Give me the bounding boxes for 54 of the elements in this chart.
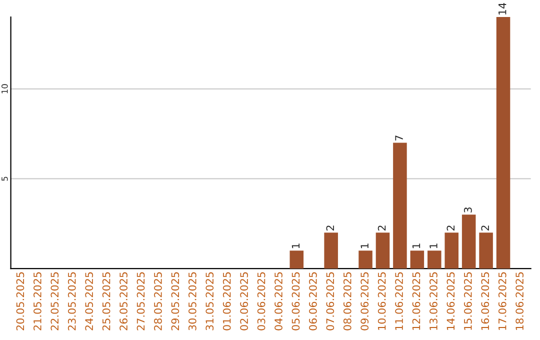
x-tick-label: 15.06.2025 [464,272,472,330]
bar [462,214,476,269]
x-tick-label: 24.05.2025 [85,272,94,330]
data-label: 1 [412,244,420,248]
x-tick-label: 02.06.2025 [240,272,248,330]
x-tick-label: 10.06.2025 [378,272,386,330]
x-tick-label: 14.06.2025 [446,272,455,330]
x-tick-label: 18.06.2025 [516,272,524,330]
bar [393,142,407,269]
data-label: 7 [395,136,403,141]
x-tick-label: 21.05.2025 [33,272,42,330]
data-label: 1 [430,244,438,248]
data-label: 2 [446,226,454,231]
x-tick-label: 01.06.2025 [222,272,231,330]
x-tick-label: 16.06.2025 [481,272,490,330]
x-tick-label: 12.06.2025 [412,272,420,330]
x-tick-label: 11.06.2025 [395,272,403,330]
bar [358,250,372,269]
x-tick-label: 09.06.2025 [360,272,369,330]
bar [479,232,493,269]
bar [410,250,424,269]
x-tick-label: 23.05.2025 [68,272,76,330]
data-label: 1 [360,244,368,248]
x-tick-label: 30.05.2025 [188,272,196,330]
data-label: 2 [378,226,386,231]
x-tick-label: 28.05.2025 [154,272,162,330]
bar [428,250,442,269]
x-tick-label: 03.06.2025 [257,272,266,330]
y-tick-label: 5 [2,176,8,181]
x-tick-label: 13.06.2025 [430,272,438,330]
x-tick-label: 31.05.2025 [206,272,214,330]
data-label: 2 [326,226,334,231]
x-tick-label: 22.05.2025 [50,272,59,330]
x-tick-label: 17.06.2025 [498,272,506,330]
bar [444,232,458,269]
data-label: 14 [498,2,506,14]
x-tick-label: 20.05.2025 [16,272,24,330]
y-tick-label: 10 [1,84,8,94]
x-tick-label: 29.05.2025 [171,272,180,330]
data-label: 3 [464,208,472,213]
bar [376,232,390,269]
x-tick-label: 05.06.2025 [292,272,300,330]
x-tick-label: 26.05.2025 [120,272,128,330]
bar [324,232,338,269]
x-tick-label: 06.06.2025 [309,272,317,330]
data-label: 1 [292,244,300,248]
data-label: 2 [481,226,489,231]
x-tick-label: 25.05.2025 [102,272,110,330]
x-tick-label: 04.06.2025 [274,272,282,330]
x-tick-label: 08.06.2025 [343,272,352,330]
bar [290,250,304,269]
x-tick-label: 07.06.2025 [326,272,334,330]
x-tick-label: 27.05.2025 [136,272,145,330]
bar [496,17,510,269]
